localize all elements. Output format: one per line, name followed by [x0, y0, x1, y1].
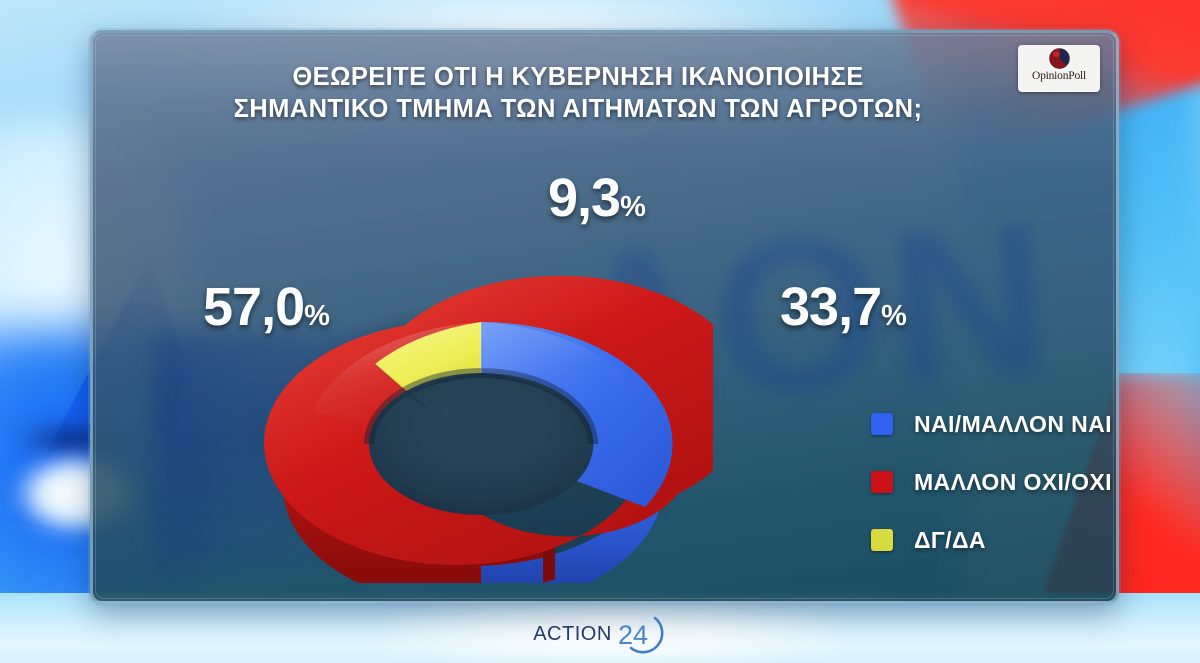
callout-nai-mallon-nai: 33,7% — [780, 276, 907, 338]
divider-red-yellow — [374, 363, 428, 410]
legend-item-dg-da: ΔΓ/ΔΑ — [871, 511, 1112, 569]
callout-right-sign: % — [881, 300, 907, 332]
legend-swatch-red — [871, 471, 893, 493]
backdrop-bottom-glow — [380, 595, 840, 663]
channel-logo-24-mark: 24 — [618, 616, 664, 654]
callout-right-value: 33,7 — [780, 277, 882, 337]
poll-panel: ΛΟΝ ΘΕΩΡΕΙΤΕ ΟΤΙ Η ΚΥΒΕΡΝΗΣΗ ΙΚΑΝΟΠΟΙΗΣΕ… — [90, 30, 1119, 604]
legend-swatch-yellow — [871, 529, 893, 551]
legend-label-nai: ΝΑΙ/ΜΑΛΛΟΝ ΝΑΙ — [914, 410, 1112, 437]
half-red-half-navy-circle-icon — [1048, 48, 1070, 69]
legend-item-oxi: ΜΑΛΛΟΝ ΟΧΙ/ΟΧΙ — [871, 453, 1112, 511]
channel-logo-word: ACTION — [533, 622, 612, 645]
legend-item-nai: ΝΑΙ/ΜΑΛΛΟΝ ΝΑΙ — [871, 395, 1112, 453]
donut-chart-svg — [264, 275, 713, 583]
callout-left-sign: % — [304, 300, 330, 332]
donut-hole-shading — [369, 373, 593, 515]
callout-left-value: 57,0 — [203, 277, 305, 337]
donut-chart — [243, 198, 713, 583]
title-line-1: ΘΕΩΡΕΙΤΕ ΟΤΙ Η ΚΥΒΕΡΝΗΣΗ ΙΚΑΝΟΠΟΙΗΣΕ — [292, 63, 864, 91]
chart-legend: ΝΑΙ/ΜΑΛΛΟΝ ΝΑΙ ΜΑΛΛΟΝ ΟΧΙ/ΟΧΙ ΔΓ/ΔΑ — [871, 395, 1112, 569]
title-line-2: ΣΗΜΑΝΤΙΚΟ ΤΜΗΜΑ ΤΩΝ ΑΙΤΗΜΑΤΩΝ ΤΩΝ ΑΓΡΟΤΩ… — [233, 95, 923, 123]
donut-gloss-right — [481, 322, 653, 430]
legend-label-dg-da: ΔΓ/ΔΑ — [914, 526, 986, 553]
svg-text:24: 24 — [618, 620, 648, 650]
callout-mallon-oxi-oxi: 57,0% — [203, 276, 330, 338]
legend-swatch-blue — [871, 413, 893, 435]
donut-gloss-left — [313, 322, 481, 428]
callout-dg-da: 9,3% — [548, 167, 646, 229]
opinionpoll-logo: OpinionPoll — [1018, 45, 1100, 92]
opinionpoll-wordmark: OpinionPoll — [1031, 70, 1087, 82]
callout-top-value: 9,3 — [548, 168, 621, 228]
page-title: ΘΕΩΡΕΙΤΕ ΟΤΙ Η ΚΥΒΕΡΝΗΣΗ ΙΚΑΝΟΠΟΙΗΣΕ ΣΗΜ… — [163, 61, 993, 125]
legend-label-oxi: ΜΑΛΛΟΝ ΟΧΙ/ΟΧΙ — [914, 468, 1112, 495]
channel-logo: ACTION 24 — [0, 611, 1200, 657]
callout-top-sign: % — [620, 191, 646, 223]
